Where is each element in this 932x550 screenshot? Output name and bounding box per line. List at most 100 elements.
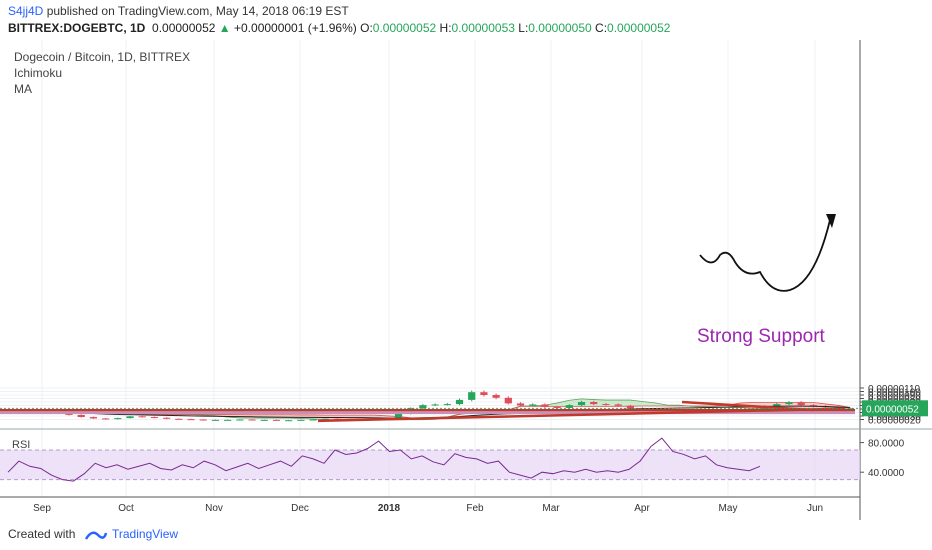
candle-body <box>224 419 232 421</box>
time-tick-label: 2018 <box>378 503 401 514</box>
candle-body <box>590 402 598 405</box>
candle-body <box>602 404 610 406</box>
main-pane[interactable] <box>0 40 860 425</box>
candle-body <box>272 419 281 421</box>
candle-body <box>260 419 268 421</box>
change-arrow-icon: ▲ <box>218 21 231 35</box>
candle-body <box>443 404 451 406</box>
trendline <box>317 407 846 423</box>
price-tick-label: 0.00000100 <box>868 388 921 399</box>
strong-support-label: Strong Support <box>697 326 826 347</box>
last-price-tag <box>862 400 928 417</box>
candle-body <box>175 418 183 420</box>
candle-body <box>285 420 293 422</box>
footer: Created with TradingView <box>0 520 932 550</box>
last-price: 0.00000052 <box>152 21 216 35</box>
header-bar: S4jj4D published on TradingView.com, May… <box>0 0 932 40</box>
close-label: C: <box>595 21 608 35</box>
candle-body <box>431 404 439 406</box>
open-label: O: <box>360 21 373 35</box>
projection-arrow <box>699 219 831 292</box>
cloud-segment <box>630 400 643 407</box>
price-chart[interactable]: 0.000001100.000001000.000000900.00000080… <box>0 0 932 520</box>
time-tick-label: Apr <box>634 503 650 514</box>
author-link[interactable]: S4jj4D <box>8 4 44 18</box>
created-with-text: Created with <box>8 527 76 541</box>
candle-body <box>785 402 793 405</box>
candle-body <box>199 419 207 421</box>
last-price-tag-label: 0.00000052 <box>866 404 919 415</box>
time-tick-label: Nov <box>205 503 223 514</box>
candle-body <box>394 413 403 419</box>
candle-body <box>529 404 537 406</box>
time-tick-label: Oct <box>118 503 134 514</box>
candle-body <box>309 419 317 421</box>
low-value: 0.00000050 <box>528 21 592 35</box>
cloud-segment <box>264 414 277 419</box>
change-value: +0.00000001 (+1.96%) <box>234 21 357 35</box>
arrow-head-icon <box>826 214 836 228</box>
candle-body <box>150 417 159 419</box>
price-tick-label: 0.00000080 <box>868 395 921 406</box>
tradingview-logo-icon <box>84 531 108 540</box>
candle-body <box>468 392 476 400</box>
candle-body <box>419 405 427 409</box>
candle-body <box>102 418 110 420</box>
candle-body <box>114 418 122 420</box>
rsi-pane[interactable]: 80.0000 40.0000 <box>0 428 932 482</box>
candle-body <box>492 395 500 398</box>
candle-body <box>126 416 134 419</box>
candle-body <box>541 404 549 407</box>
candle-body <box>773 404 781 407</box>
rsi-tick-label: 80.0000 <box>868 439 905 450</box>
candle-body <box>516 403 525 406</box>
price-tick-label: 0.00000090 <box>868 391 921 402</box>
low-label: L: <box>518 21 529 35</box>
price-tick-label: 0.00000110 <box>868 384 921 395</box>
time-tick-label: Sep <box>33 503 51 514</box>
candle-body <box>480 392 488 395</box>
time-axis[interactable]: Sep Oct Nov Dec 2018 Feb Mar Apr May Jun <box>0 496 860 514</box>
publish-line: S4jj4D published on TradingView.com, May… <box>8 4 349 18</box>
candle-body <box>321 418 329 420</box>
tradingview-brand[interactable]: TradingView <box>112 527 179 541</box>
rsi-band <box>0 450 860 480</box>
candle-body <box>553 406 561 408</box>
candle-body <box>565 405 573 408</box>
close-value: 0.00000052 <box>607 21 671 35</box>
candle-body <box>211 419 220 421</box>
legend-ichimoku[interactable]: Ichimoku <box>14 66 63 80</box>
candle-body <box>163 417 171 419</box>
candle-body <box>797 402 805 406</box>
candle-body <box>77 414 85 418</box>
rsi-line <box>7 437 761 482</box>
candle-body <box>577 402 586 406</box>
candle-body <box>626 405 634 409</box>
rsi-tick-label: 40.0000 <box>868 468 905 479</box>
candle-body <box>248 419 256 421</box>
high-label: H: <box>439 21 452 35</box>
ohlc-line: BITTREX:DOGEBTC, 1D 0.00000052 ▲ +0.0000… <box>8 21 670 35</box>
trendline <box>681 400 815 412</box>
candle-body <box>138 416 146 418</box>
candle-body <box>809 405 817 407</box>
price-axis[interactable]: 0.000001100.000001000.000000900.00000080… <box>0 40 928 520</box>
time-tick-label: May <box>719 503 738 514</box>
trend-lines <box>0 214 855 423</box>
time-tick-label: Mar <box>542 503 560 514</box>
candle-body <box>236 419 244 421</box>
legend-ma[interactable]: MA <box>14 82 32 96</box>
legend-rsi[interactable]: RSI <box>12 439 31 451</box>
candle-body <box>187 419 195 421</box>
price-tick-label: 0.00000020 <box>868 416 921 427</box>
time-tick-label: Jun <box>807 503 823 514</box>
candle-body <box>846 408 854 410</box>
candle-body <box>614 404 622 406</box>
legend-title: Dogecoin / Bitcoin, 1D, BITTREX <box>14 50 191 64</box>
candle-body <box>297 419 305 421</box>
senkou-span-b <box>56 402 851 419</box>
time-tick-label: Feb <box>466 503 484 514</box>
candle-body <box>89 417 98 419</box>
cloud-segment <box>557 400 570 407</box>
high-value: 0.00000053 <box>451 21 515 35</box>
